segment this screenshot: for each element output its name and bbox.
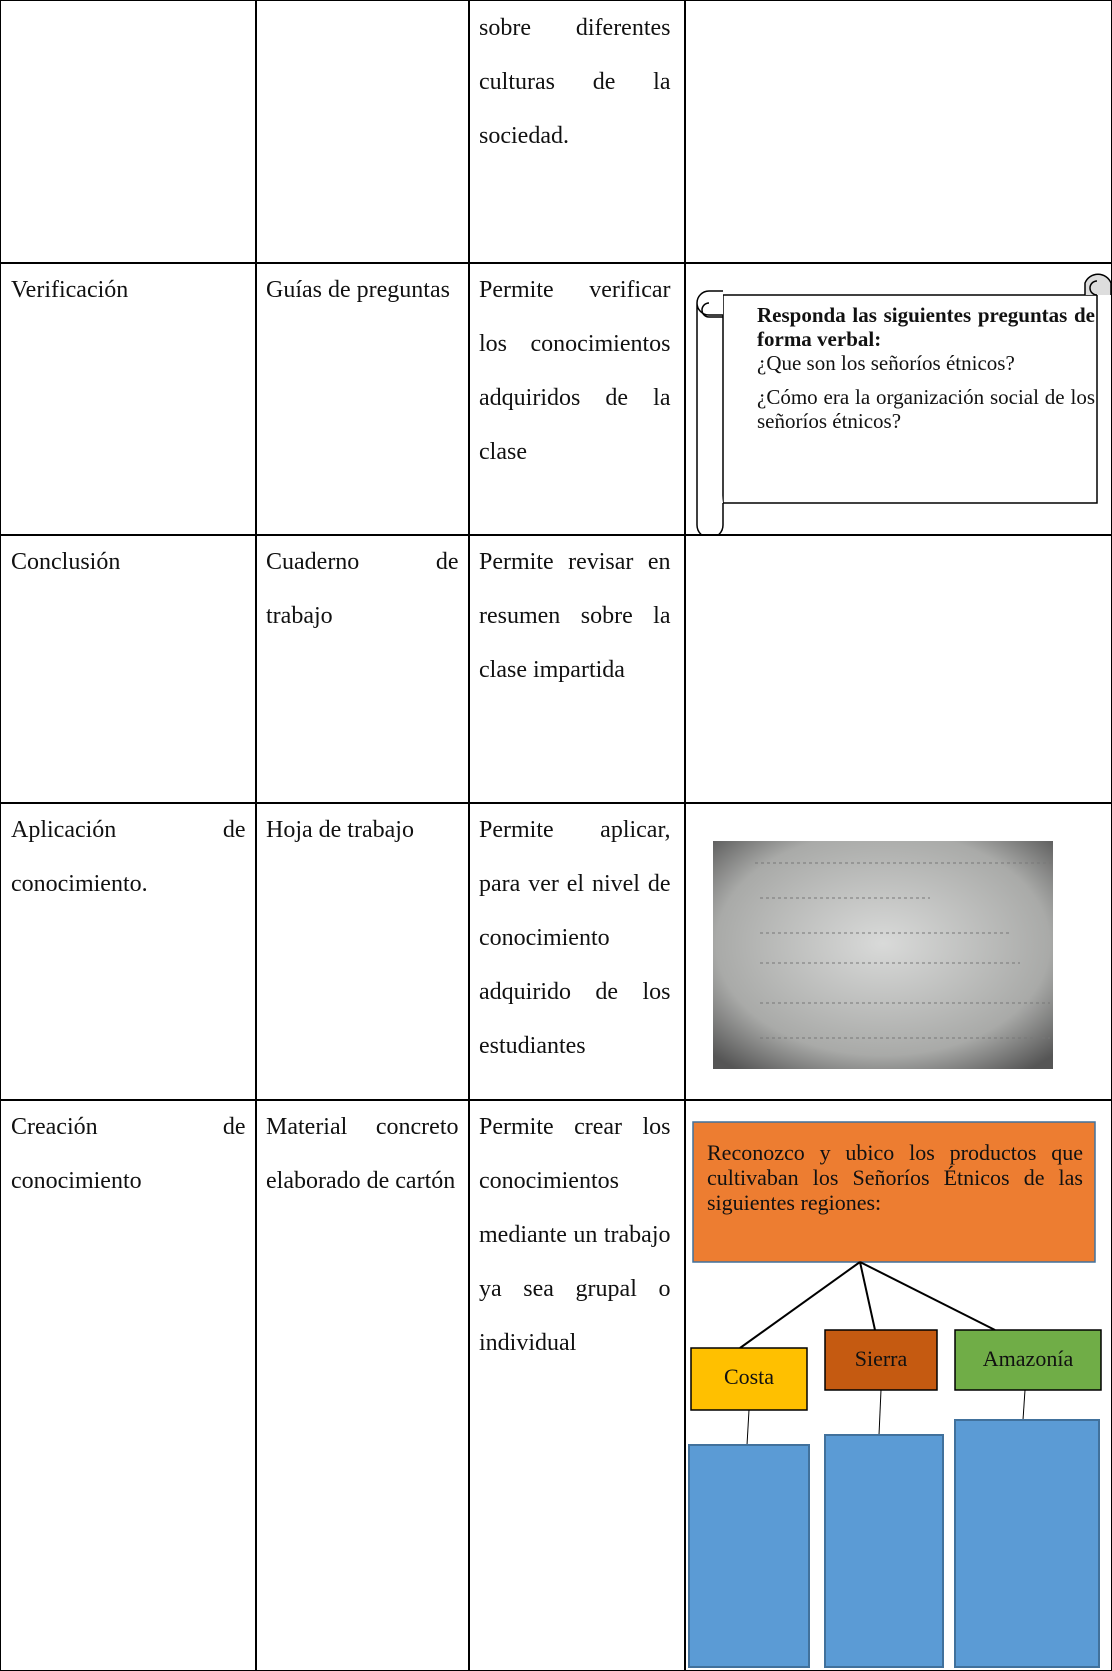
scroll-curl <box>696 290 724 535</box>
table-cell: Permite aplicar, para ver el nivel de co… <box>468 802 686 1101</box>
table-cell: Material concreto elaborado de cartón <box>255 1099 470 1671</box>
answer-box <box>824 1434 944 1668</box>
region-label: Amazonía <box>982 1346 1074 1371</box>
scroll-body <box>722 294 1098 504</box>
table-cell: Cuaderno de trabajo <box>255 534 470 804</box>
table-cell: Creación de conocimiento <box>0 1099 257 1671</box>
connector <box>746 1409 750 1446</box>
scroll-heading: Responda las siguientes preguntas de for… <box>757 303 1095 351</box>
recurso: Material concreto elaborado de cartón <box>266 1114 459 1194</box>
connector <box>878 1389 882 1436</box>
table-cell <box>0 0 257 264</box>
region-label: Costa <box>723 1364 775 1389</box>
connector <box>859 1261 876 1331</box>
fase: Aplicación de conocimiento. <box>11 817 246 897</box>
table-cell: Permite revisar en resumen sobre la clas… <box>468 534 686 804</box>
table-cell: Guías de preguntas <box>255 262 470 536</box>
scroll-curl <box>701 302 723 318</box>
table-cell: Verificación <box>0 262 257 536</box>
connector <box>739 1261 861 1349</box>
table-cell: Permite crear los conocimientos mediante… <box>468 1099 686 1671</box>
recurso: Hoja de trabajo <box>266 817 414 843</box>
descripcion: sobre diferentes culturas de la sociedad… <box>479 15 671 149</box>
graphic <box>696 273 1112 535</box>
connector <box>859 1261 996 1331</box>
connector <box>1022 1389 1026 1421</box>
table-cell: Aplicación de conocimiento. <box>0 802 257 1101</box>
scroll-curl <box>1084 273 1112 296</box>
answer-box <box>688 1444 810 1668</box>
table-cell: Permite verificar los conocimientos adqu… <box>468 262 686 536</box>
graphic <box>713 841 1055 1069</box>
descripcion: Permite verificar los conocimientos adqu… <box>479 277 671 465</box>
region-box <box>824 1329 938 1391</box>
answer-box <box>954 1419 1100 1668</box>
fase: Verificación <box>11 277 129 303</box>
diagram-title: Reconozco y ubico los productos que cult… <box>707 1140 1083 1215</box>
table-cell <box>684 534 1112 804</box>
title-box <box>692 1121 1096 1263</box>
descripcion: Permite crear los conocimientos mediante… <box>479 1114 671 1356</box>
region-box <box>690 1347 808 1411</box>
fase: Conclusión <box>11 549 121 575</box>
fase: Creación de conocimiento <box>11 1114 246 1194</box>
descripcion: Permite aplicar, para ver el nivel de co… <box>479 817 671 1059</box>
table-cell: Responda las siguientes preguntas de for… <box>684 262 1112 536</box>
worksheet-photo <box>713 841 1053 1069</box>
descripcion: Permite revisar en resumen sobre la clas… <box>479 549 671 683</box>
table-cell <box>684 0 1112 264</box>
recurso: Cuaderno de trabajo <box>266 549 459 629</box>
table-cell: Conclusión <box>0 534 257 804</box>
question: ¿Cómo era la organización social de los … <box>757 385 1095 433</box>
table-cell: sobre diferentes culturas de la sociedad… <box>468 0 686 264</box>
graphic <box>688 1121 1102 1668</box>
table-cell: Hoja de trabajo <box>255 802 470 1101</box>
recurso: Guías de preguntas <box>266 277 450 303</box>
region-box <box>954 1329 1102 1391</box>
scroll-text: Responda las siguientes preguntas de for… <box>757 303 1095 443</box>
table-cell: Reconozco y ubico los productos que cult… <box>684 1099 1112 1671</box>
table-cell <box>684 802 1112 1101</box>
question: ¿Que son los señoríos étnicos? <box>757 351 1015 375</box>
region-label: Sierra <box>854 1346 908 1371</box>
table-cell <box>255 0 470 264</box>
